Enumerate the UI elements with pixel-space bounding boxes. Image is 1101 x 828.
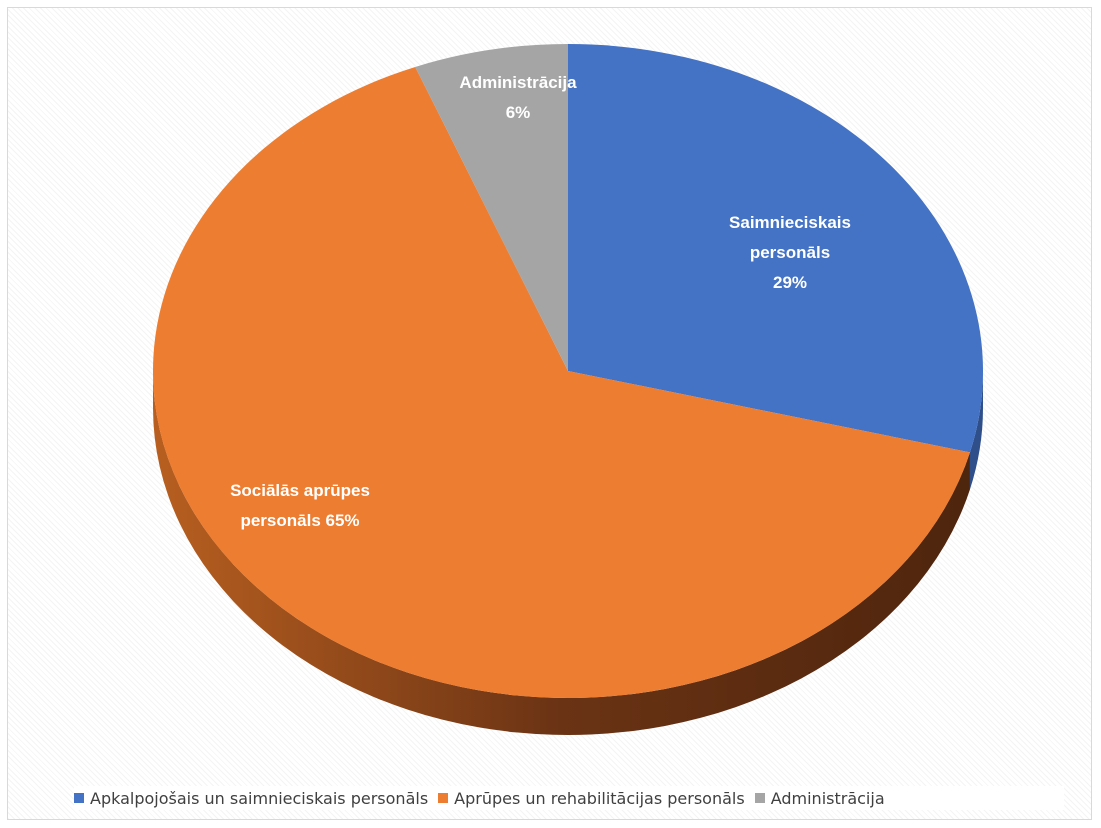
- legend-item-care-staff: Aprūpes un rehabilitācijas personāls: [438, 789, 745, 808]
- legend-swatch-service-staff: [74, 793, 84, 803]
- legend-item-administration: Administrācija: [754, 788, 885, 808]
- data-label-service-staff: Saimnieciskais personāls 29%: [729, 213, 851, 292]
- data-label-administration: Administrācija 6%: [459, 73, 577, 122]
- legend-item-service-staff: Apkalpojošais un saimnieciskais personāl…: [74, 789, 428, 808]
- legend-label-service-staff: Apkalpojošais un saimnieciskais personāl…: [90, 788, 429, 808]
- legend: Apkalpojošais un saimnieciskais personāl…: [74, 786, 1064, 810]
- legend-swatch-care-staff: [438, 793, 449, 803]
- pie-side-service-staff: [969, 371, 983, 490]
- pie-slice-service-staff: [568, 44, 984, 453]
- data-label-care-staff: Sociālās aprūpes personāls 65%: [230, 481, 370, 530]
- pie-slice-care-staff: [153, 66, 970, 698]
- legend-label-administration: Administrācija: [770, 788, 885, 808]
- legend-swatch-administration: [754, 793, 765, 803]
- pie-slice-administration: [415, 44, 568, 371]
- legend-label-care-staff: Aprūpes un rehabilitācijas personāls: [454, 788, 745, 808]
